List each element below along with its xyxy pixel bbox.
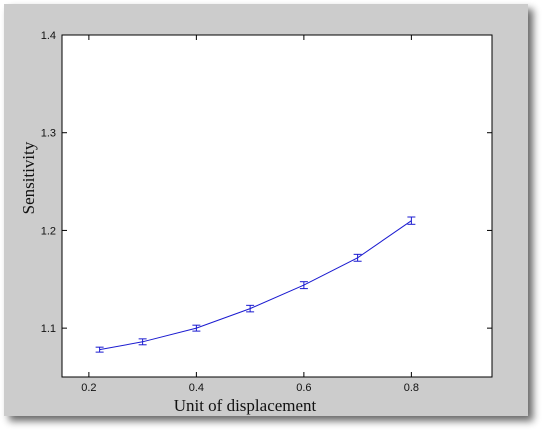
error-bar [407,216,416,225]
error-bar [246,304,255,313]
error-bar [299,281,308,290]
error-bar [353,253,362,262]
ticks-layer: 0.2 0.4 0.6 0.8 1.1 1.2 1.3 1.4 [41,30,492,394]
y-tick-label: 1.3 [41,128,56,140]
y-axis-title: Sensitivity [19,141,38,214]
y-tick-label: 1.1 [41,323,56,335]
y-tick-label: 1.4 [41,30,56,42]
plot-area [61,34,493,378]
x-axis-title: Unit of displacement [174,396,317,415]
x-tick-label: 0.2 [81,382,96,394]
error-bar [95,346,104,353]
error-bar [192,324,201,332]
x-tick-label: 0.4 [189,382,204,394]
series-layer [95,216,416,353]
x-tick-label: 0.8 [404,382,419,394]
error-bar [138,338,147,346]
x-tick-label: 0.6 [296,382,311,394]
y-tick-label: 1.2 [41,225,56,237]
